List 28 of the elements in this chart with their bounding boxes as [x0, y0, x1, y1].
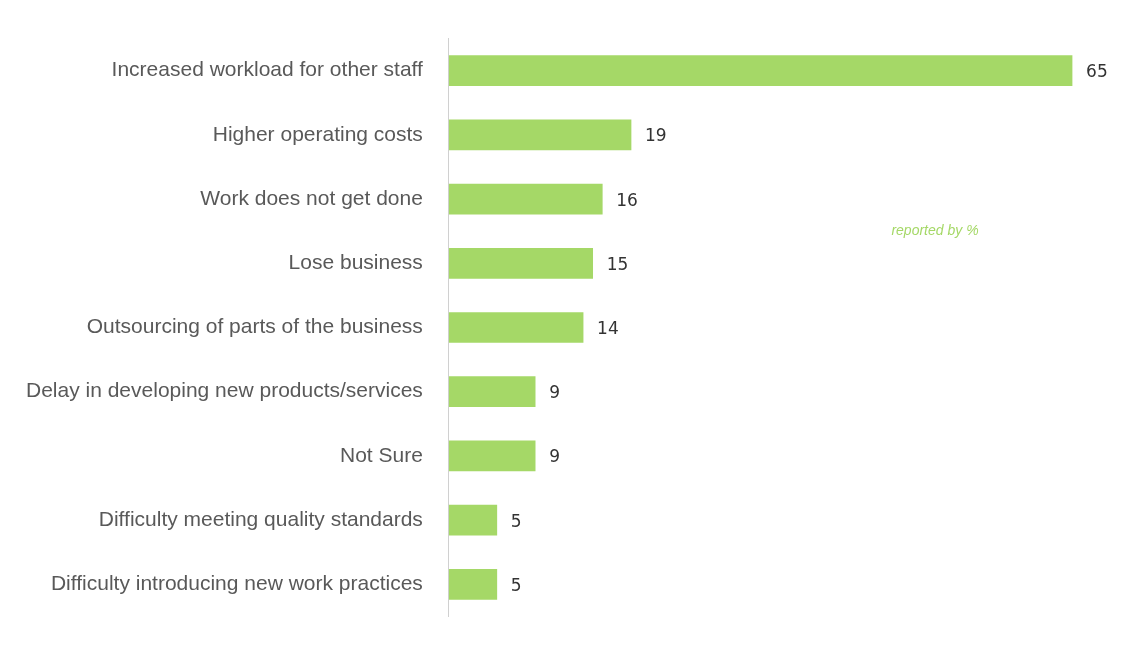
bar [448, 55, 1073, 87]
y-tick-label: Increased workload for other staff [111, 57, 424, 81]
y-tick-label: Difficulty introducing new work practices [50, 571, 423, 595]
y-tick-label: Outsourcing of parts of the business [86, 314, 423, 338]
data-label: 5 [510, 574, 522, 595]
bar [448, 312, 584, 343]
data-label: 65 [1086, 61, 1108, 82]
data-label: 14 [597, 317, 619, 338]
data-label: 19 [645, 125, 667, 146]
data-label: 5 [510, 510, 522, 531]
y-tick-label: Not Sure [340, 442, 423, 466]
bar [448, 440, 536, 472]
y-tick-label: Work does not get done [200, 185, 423, 209]
bar [448, 568, 498, 600]
data-label: 9 [549, 446, 560, 467]
data-label: 16 [616, 189, 638, 210]
data-label: 15 [606, 253, 629, 274]
bar [448, 504, 498, 536]
y-tick-label: Higher operating costs [212, 121, 423, 145]
y-tick-label: Difficulty meeting quality standards [98, 506, 423, 530]
y-tick-label: Lose business [288, 250, 423, 274]
bar [448, 119, 632, 151]
y-tick-label: Delay in developing new products/services [25, 378, 423, 402]
annotation: reported by % [891, 221, 979, 238]
bar [448, 247, 594, 279]
bar [448, 376, 536, 408]
data-label: 9 [549, 382, 560, 403]
bar [448, 183, 603, 215]
